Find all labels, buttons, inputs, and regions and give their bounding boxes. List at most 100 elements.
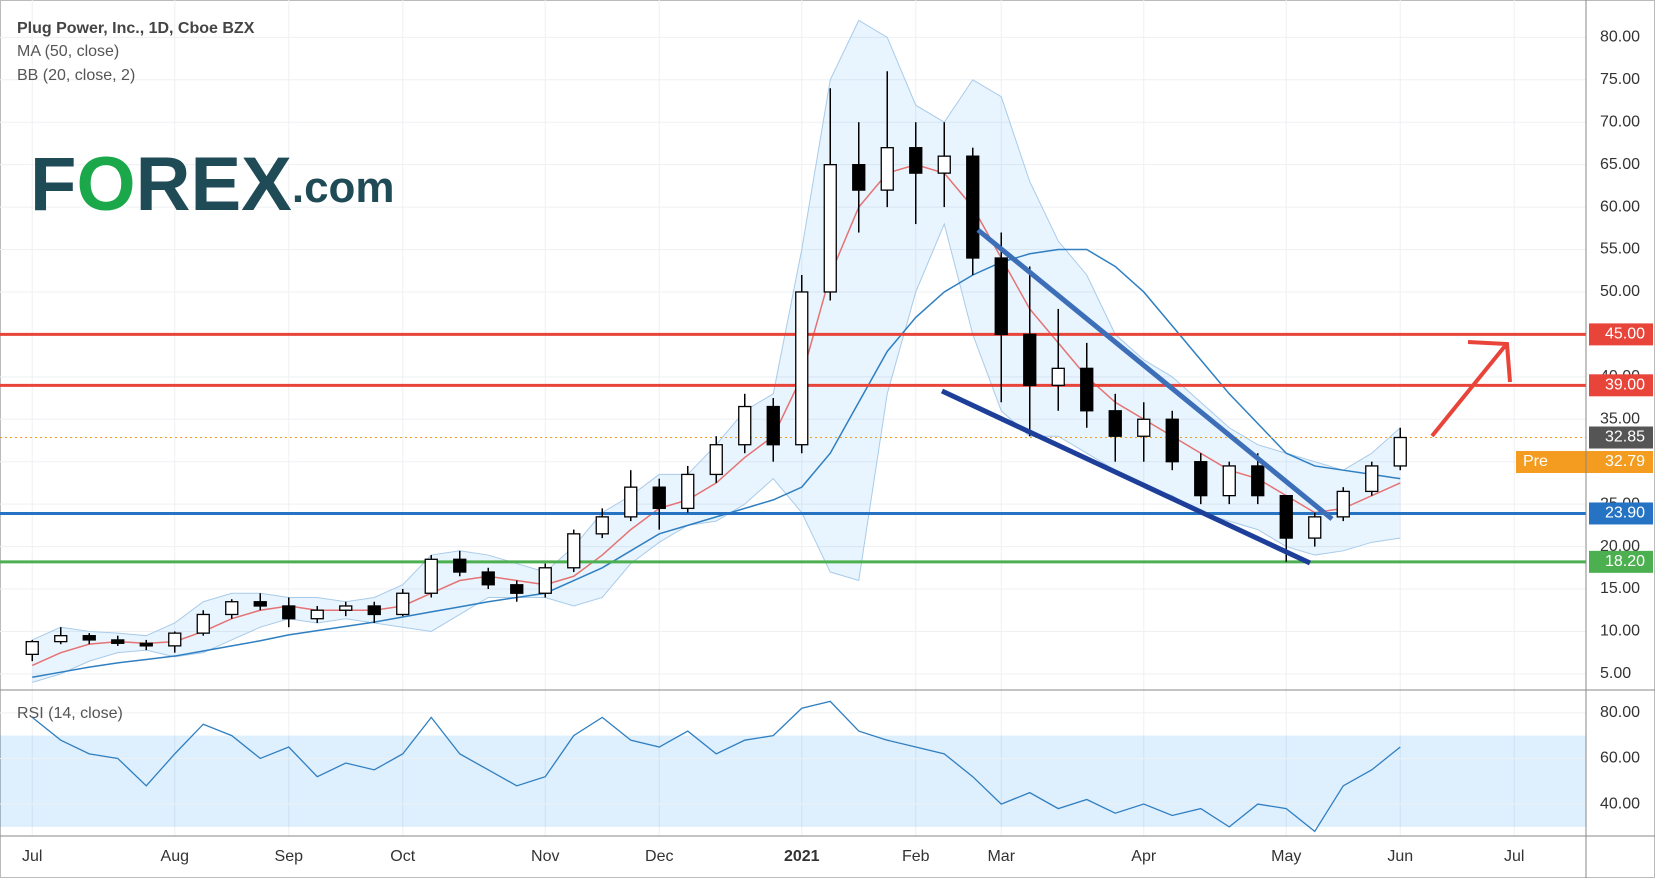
rsi-band <box>0 735 1586 827</box>
ma-line <box>32 248 1401 679</box>
candle-body <box>709 444 723 476</box>
chart-title: Plug Power, Inc., 1D, Cboe BZX <box>17 20 255 37</box>
x-tick-label: 2021 <box>784 848 820 865</box>
y-tick-label: 5.00 <box>1600 665 1631 682</box>
candle-body <box>510 584 524 594</box>
candle-body <box>396 592 410 616</box>
candle-body <box>937 155 951 174</box>
candle-body <box>481 571 495 586</box>
candle-body <box>652 486 666 510</box>
y-tick-label: 60.00 <box>1600 198 1640 215</box>
candle-body <box>139 642 153 647</box>
candle-body <box>738 405 752 446</box>
candle-body <box>424 558 438 594</box>
candle-body <box>966 155 980 259</box>
candle-body <box>225 601 239 616</box>
indicator-label: MA (50, close) <box>17 43 119 60</box>
candle-body <box>1279 494 1293 539</box>
y-tick-label: 70.00 <box>1600 113 1640 130</box>
candle-body <box>766 405 780 446</box>
x-tick-label: Aug <box>161 848 189 865</box>
candle-body <box>1308 516 1322 539</box>
level-label: 23.90 <box>1605 505 1645 522</box>
candle-body <box>310 609 324 620</box>
candle-body <box>1222 465 1236 497</box>
x-tick-label: Jun <box>1387 848 1413 865</box>
candle-body <box>909 147 923 174</box>
candle-body <box>54 635 68 643</box>
y-tick-label: 60.00 <box>1600 750 1640 767</box>
trendline <box>976 228 1334 521</box>
arrow <box>1430 340 1512 438</box>
candle-body <box>1137 418 1151 437</box>
indicator-label: RSI (14, close) <box>17 705 123 722</box>
rsi-line <box>31 700 1401 833</box>
candle-body <box>1194 461 1208 497</box>
candle-body <box>852 163 866 191</box>
x-tick-label: Sep <box>275 848 304 865</box>
bb-lower <box>32 222 1401 683</box>
x-tick-label: May <box>1271 848 1301 865</box>
candle-body <box>253 601 267 607</box>
y-tick-label: 65.00 <box>1600 156 1640 173</box>
x-tick-label: Apr <box>1131 848 1157 865</box>
level-tag <box>1589 502 1653 525</box>
candle-body <box>1251 465 1265 497</box>
candle-body <box>1051 367 1065 386</box>
candle-body <box>1108 410 1122 437</box>
logo-part: REX <box>136 142 293 227</box>
y-tick-label: 80.00 <box>1600 704 1640 721</box>
candle-body <box>1080 367 1094 412</box>
candle-body <box>681 473 695 510</box>
x-tick-label: Mar <box>987 848 1015 865</box>
candle-body <box>111 639 125 644</box>
candle-body <box>567 533 581 569</box>
logo-part: .com <box>292 163 395 212</box>
logo: FOREX.com <box>30 142 395 227</box>
candle-body <box>1365 465 1379 493</box>
y-tick-label: 40.00 <box>1600 795 1640 812</box>
premarket-label: 32.79 <box>1605 453 1645 470</box>
candle-body <box>1023 333 1037 386</box>
candle-body <box>595 516 609 535</box>
candle-body <box>196 613 210 634</box>
x-tick-label: Dec <box>645 848 673 865</box>
indicator-label: BB (20, close, 2) <box>17 67 135 84</box>
candle-body <box>624 486 638 518</box>
trendline <box>940 388 1312 566</box>
candle-body <box>1336 490 1350 518</box>
x-tick-label: Feb <box>902 848 930 865</box>
candle-body <box>1165 418 1179 463</box>
candle-body <box>82 635 96 641</box>
y-tick-label: 20.00 <box>1600 538 1640 555</box>
last-price-label: 32.85 <box>1605 429 1645 446</box>
level-label: 39.00 <box>1605 377 1645 394</box>
candle-body <box>339 605 353 611</box>
y-tick-label: 75.00 <box>1600 71 1640 88</box>
level-tag <box>1589 550 1653 573</box>
premarket-name: Pre <box>1523 453 1548 470</box>
level-label: 45.00 <box>1605 326 1645 343</box>
x-tick-label: Jul <box>22 848 42 865</box>
level-tag <box>1589 374 1653 397</box>
candle-body <box>795 291 809 446</box>
candle-body <box>538 567 552 594</box>
logo-part: O <box>76 142 135 227</box>
y-tick-label: 55.00 <box>1600 241 1640 258</box>
level-tag <box>1589 323 1653 346</box>
candle-body <box>880 147 894 191</box>
level-label: 18.20 <box>1605 553 1645 570</box>
y-tick-label: 50.00 <box>1600 283 1640 300</box>
x-tick-label: Jul <box>1504 848 1524 865</box>
candle-body <box>25 640 39 656</box>
y-tick-label: 80.00 <box>1600 29 1640 46</box>
candle-body <box>168 632 182 647</box>
last-price-tag <box>1589 426 1653 449</box>
candle-body <box>367 605 381 616</box>
candle-body <box>282 605 296 620</box>
x-tick-label: Nov <box>531 848 559 865</box>
candle-body <box>453 558 467 573</box>
logo-part: F <box>30 142 76 227</box>
